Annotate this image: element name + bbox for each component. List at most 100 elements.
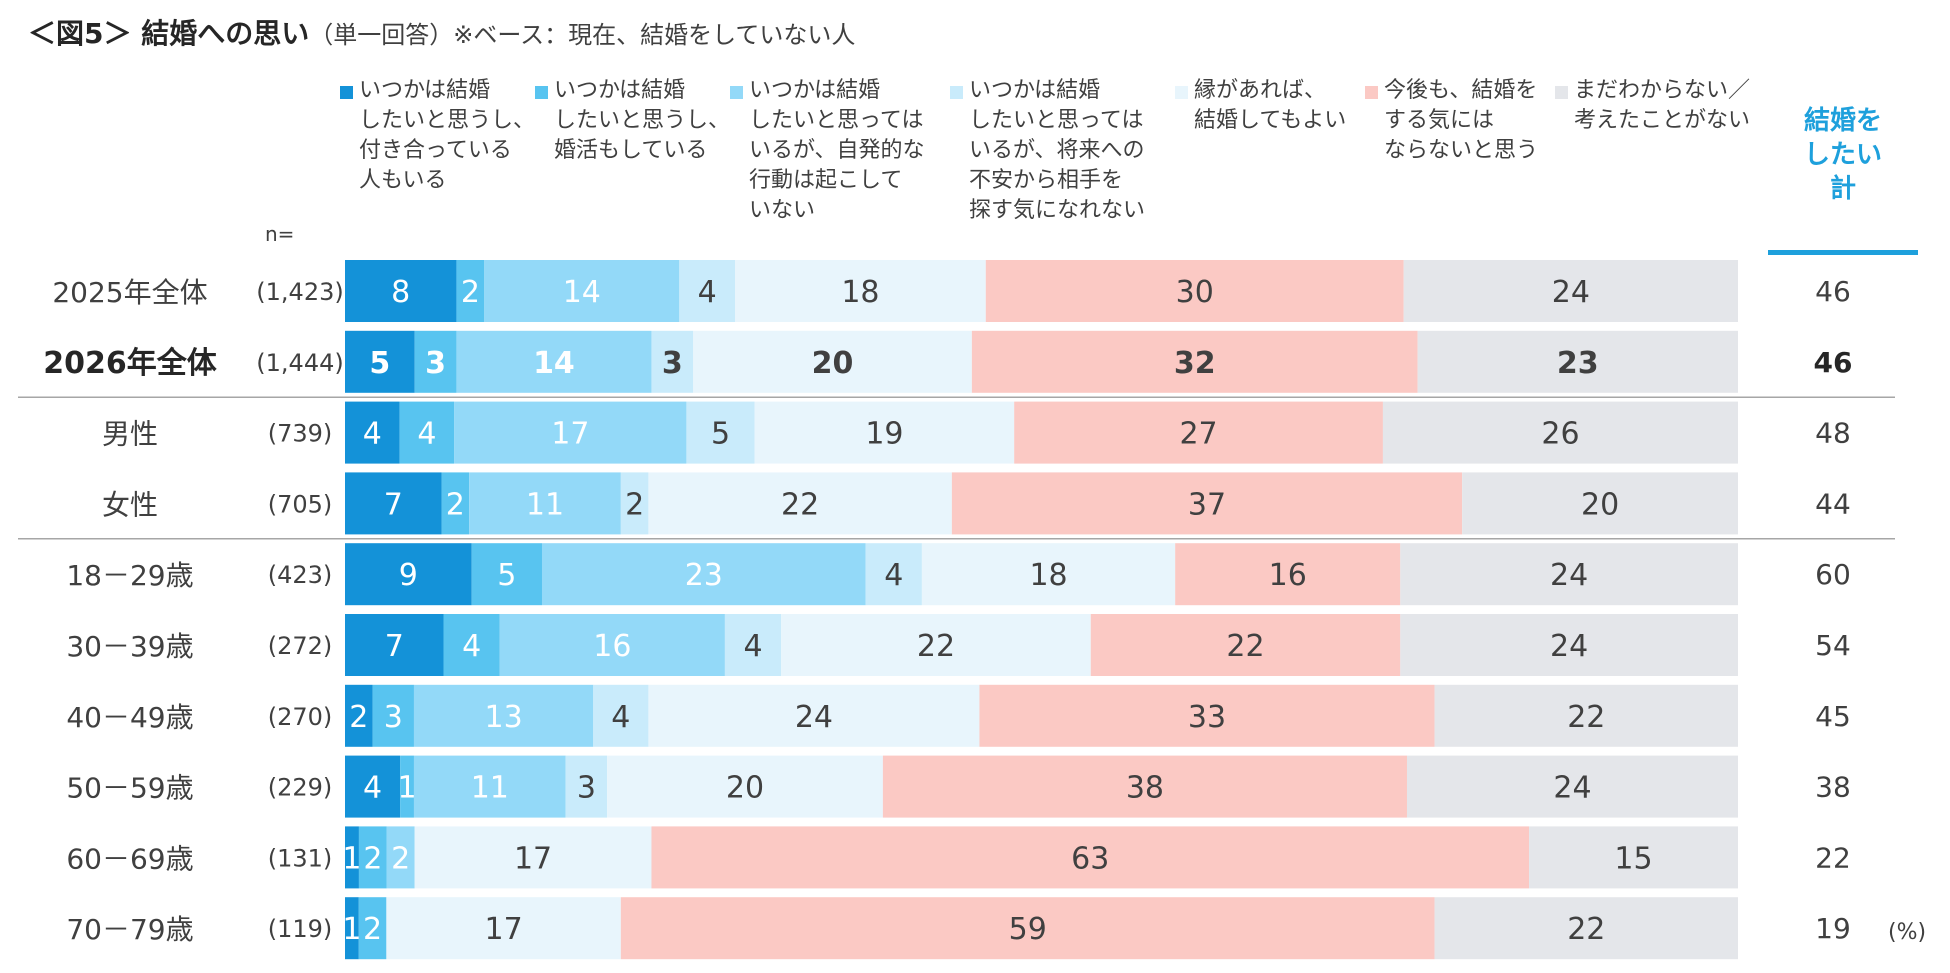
total-header-underline	[1768, 250, 1918, 255]
data-label: 24	[1550, 629, 1588, 664]
legend-swatch	[535, 86, 548, 99]
row-label: 50－59歳	[66, 772, 193, 805]
bar-segment	[345, 684, 373, 747]
data-label: 3	[577, 771, 596, 806]
data-label: 27	[1179, 417, 1217, 452]
legend-label: 縁があれば、 結婚してもよい	[1194, 78, 1347, 133]
bar-segment	[358, 826, 387, 889]
bar-segment	[414, 826, 652, 889]
data-label: 20	[726, 771, 764, 806]
total-header: 結婚を したい 計	[1803, 106, 1882, 204]
data-label: 4	[363, 417, 382, 452]
bar-segment	[499, 614, 725, 676]
chart-title-sub: （単一回答）※ベース：現在、結婚をしていない人	[309, 21, 856, 49]
row-label: 男性	[102, 418, 158, 451]
legend-item: いつかは結婚 したいと思うし、 婚活もしている	[535, 76, 730, 166]
bar-segment	[607, 755, 883, 818]
bar-segment	[951, 472, 1463, 535]
data-label: 4	[363, 771, 382, 806]
data-label: 22	[917, 629, 955, 664]
legend-label: いつかは結婚 したいと思うし、 付き合っている 人もいる	[359, 78, 536, 193]
bar-segment	[1406, 755, 1738, 818]
bar-segment	[345, 614, 444, 676]
bar-segment	[693, 330, 972, 393]
data-label: 17	[485, 912, 523, 947]
data-label: 17	[514, 841, 552, 876]
data-label: 14	[563, 275, 601, 310]
bar-segment	[1175, 543, 1401, 606]
data-label: 20	[812, 346, 854, 381]
bar-segment	[469, 472, 621, 535]
n-header: n=	[265, 222, 295, 246]
data-label: 2	[391, 841, 410, 876]
bar-segment	[345, 897, 359, 960]
bar-segment	[413, 755, 566, 818]
bar-segment	[735, 260, 986, 322]
legend-swatch	[730, 86, 743, 99]
data-label: 59	[1009, 912, 1047, 947]
data-label: 17	[551, 417, 589, 452]
legend-label: いつかは結婚 したいと思っては いるが、自発的な 行動は起こして いない	[749, 78, 925, 223]
row-label: 2025年全体	[52, 276, 207, 309]
data-label: 19	[865, 417, 903, 452]
bar-segment	[484, 260, 680, 322]
legend-item: いつかは結婚 したいと思っては いるが、将来への 不安から相手を 探す気になれな…	[950, 76, 1145, 226]
data-label: 38	[1126, 771, 1164, 806]
bar-segment	[456, 260, 485, 322]
bar-segment	[593, 684, 649, 747]
bar-segment	[386, 826, 415, 889]
data-label: 23	[685, 558, 723, 593]
data-label: 5	[711, 417, 730, 452]
total-value: 60	[1815, 558, 1851, 591]
bar-segment	[648, 472, 952, 535]
bar-segment	[386, 897, 621, 960]
bar-segment	[985, 260, 1404, 322]
row-n: (131)	[268, 844, 333, 872]
bar-segment	[345, 755, 401, 818]
row-label: 18－29歳	[66, 559, 193, 592]
row-n: (229)	[268, 774, 333, 802]
data-label: 23	[1557, 346, 1599, 381]
bar-segment	[372, 684, 414, 747]
row-label: 2026年全体	[43, 346, 217, 381]
bar-segment	[648, 684, 980, 747]
row-n: (1,444)	[256, 349, 343, 377]
total-value: 22	[1815, 841, 1851, 874]
bar-segment	[686, 401, 755, 464]
bar-segment	[565, 755, 608, 818]
data-label: 1	[342, 841, 361, 876]
bar-segment	[921, 543, 1176, 606]
row-n: (705)	[268, 490, 333, 518]
bar-segment	[1400, 614, 1738, 676]
bar-segment	[345, 826, 359, 889]
data-label: 22	[781, 487, 819, 522]
legend-swatch	[1555, 86, 1568, 99]
data-label: 13	[485, 700, 523, 735]
data-label: 24	[1553, 771, 1591, 806]
total-value: 19	[1815, 912, 1851, 945]
chart-title: ＜図5＞ 結婚への思い（単一回答）※ベース：現在、結婚をしていない人	[28, 12, 855, 52]
bar-segment	[754, 401, 1015, 464]
row-label: 70－79歳	[66, 913, 193, 946]
bar-segment	[679, 260, 736, 322]
data-label: 33	[1188, 700, 1226, 735]
chart-title-main: ＜図5＞ 結婚への思い	[28, 17, 310, 50]
legend-item: いつかは結婚 したいと思うし、 付き合っている 人もいる	[340, 76, 535, 196]
bar-segment	[1417, 330, 1738, 393]
bar-segment	[1403, 260, 1738, 322]
data-label: 32	[1174, 346, 1216, 381]
row-n: (270)	[268, 703, 333, 731]
data-label: 30	[1176, 275, 1214, 310]
row-label: 30－39歳	[66, 630, 193, 663]
bar-segment	[400, 755, 414, 818]
data-label: 16	[1269, 558, 1307, 593]
data-label: 4	[611, 700, 630, 735]
row-label: 40－49歳	[66, 701, 193, 734]
legend-item: 今後も、結婚を する気には ならないと思う	[1365, 76, 1538, 166]
data-label: 3	[662, 346, 683, 381]
bar-segment	[358, 897, 387, 960]
legend-item: 縁があれば、 結婚してもよい	[1175, 76, 1346, 136]
bar-segment	[1434, 897, 1738, 960]
data-label: 3	[384, 700, 403, 735]
